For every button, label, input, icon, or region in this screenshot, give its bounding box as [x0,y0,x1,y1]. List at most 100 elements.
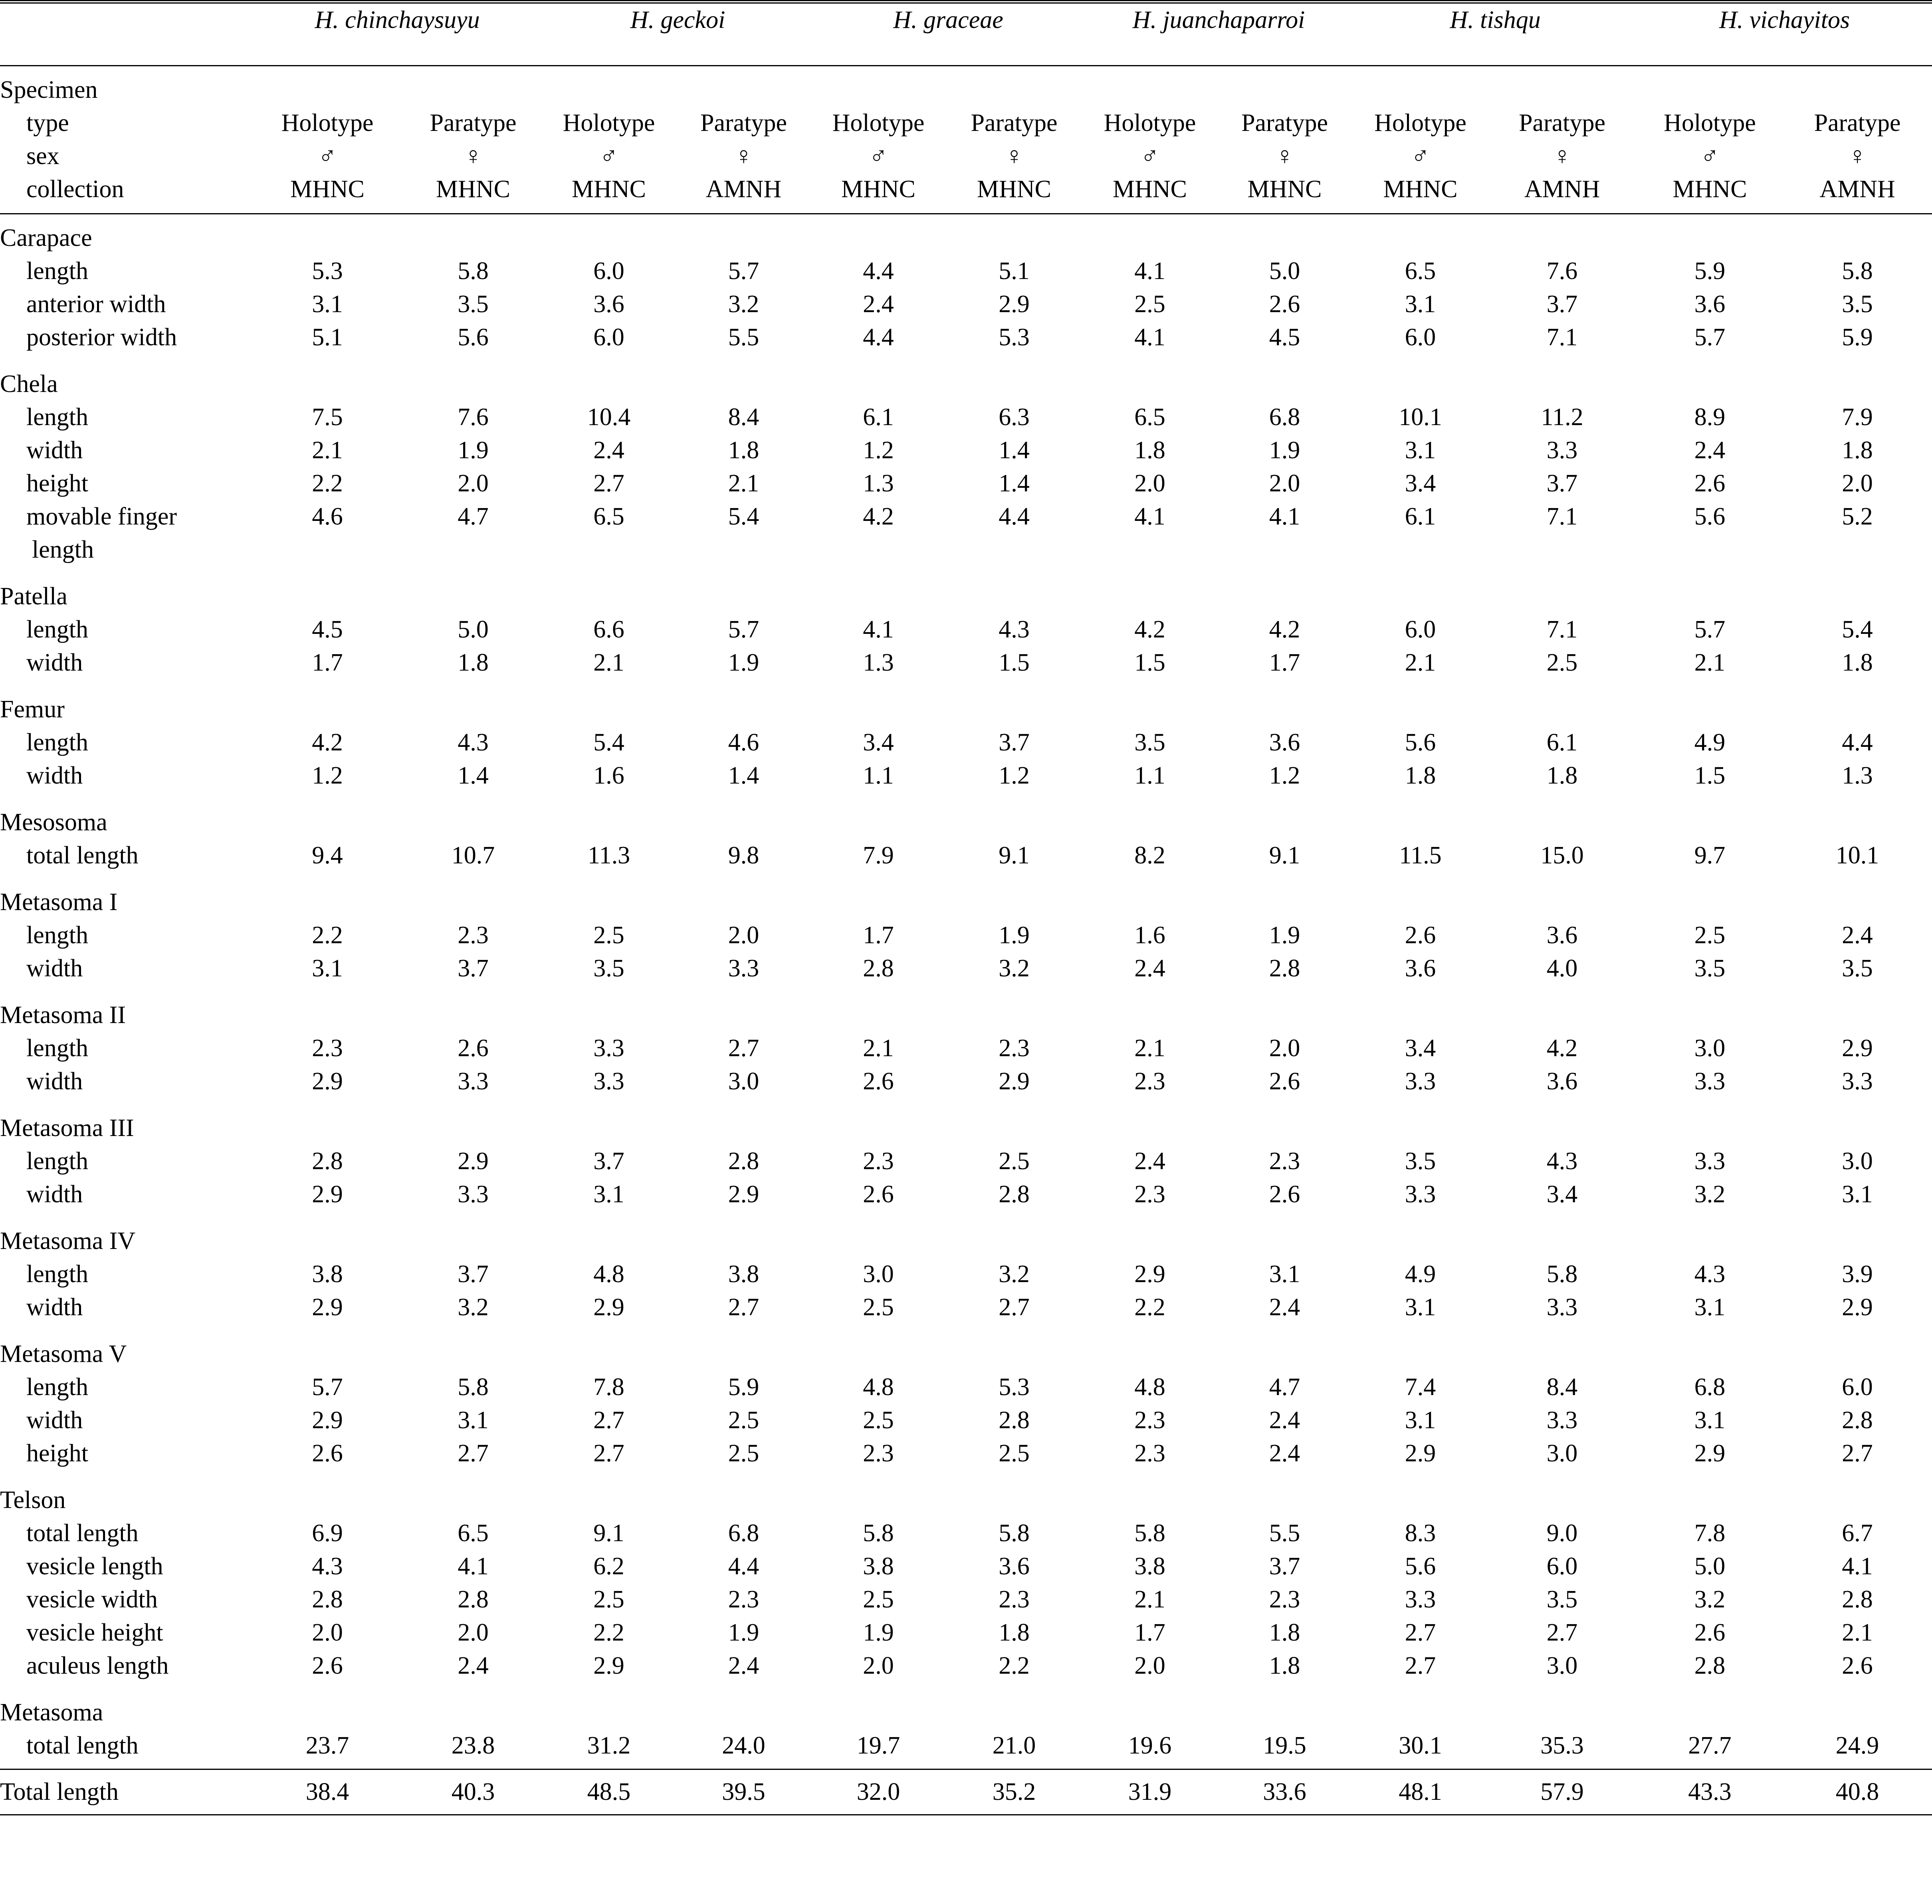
measurement-row: length 2.3 2.6 3.3 2.7 2.1 2.3 2.1 2.0 3.4 4.2 3.0 2… [0,1032,1932,1065]
value-cell: 6.0 [1546,1553,1578,1580]
row-label: width [0,646,252,679]
value-cell: 6.3 [999,404,1030,431]
value-cell: 4.6 [312,503,343,530]
value-cell: 2.1 [312,437,343,464]
measurement-row: vesicle height 2.0 2.0 2.2 1.9 1.9 1.8 1.7 1.8 2.… [0,1616,1932,1649]
value-cell: 2.8 [1694,1652,1726,1679]
value-cell: 2.9 [458,1148,489,1175]
specimen-sex-cell: ♀ [1275,143,1294,170]
value-cell: 5.8 [458,1374,489,1401]
value-cell: 3.2 [1694,1181,1726,1208]
value-cell: 1.9 [458,437,489,464]
value-cell: 2.9 [593,1652,624,1679]
row-label: vesicle length [0,1550,252,1583]
total-value-cell: 48.5 [543,1769,675,1815]
value-cell: 2.5 [1134,291,1165,318]
value-cell: 1.2 [312,762,343,789]
row-label-text: vesicle width [26,1586,158,1613]
group-heading: Telson [0,1486,66,1514]
specimen-collection-cell: AMNH [675,173,813,214]
value-cell: 2.6 [458,1035,489,1062]
value-cell: 3.2 [458,1294,489,1321]
value-cell: 2.1 [1134,1586,1165,1613]
value-cell: 2.7 [593,470,624,497]
row-label: length [0,1032,252,1065]
total-length-row: Total length 38.4 40.3 48.5 39.5 32.0 35.2 31.9… [0,1769,1932,1815]
value-cell: 3.6 [1269,729,1300,756]
measurements-table: H. chinchaysuyu H. geckoi H. graceae H. … [0,0,1932,1815]
group-heading: Chela [0,370,58,398]
row-label-text: width [26,649,83,676]
value-cell: 10.1 [1399,404,1442,431]
value-cell: 5.8 [458,257,489,285]
value-cell: 2.9 [999,1068,1030,1095]
value-cell: 2.6 [1842,1652,1873,1679]
value-cell: 1.9 [863,1619,894,1646]
spacer-cell [0,679,1932,686]
species-header: H. chinchaysuyu [252,0,543,66]
total-value-cell: 43.3 [1637,1769,1783,1815]
value-cell: 2.3 [1269,1586,1300,1613]
value-cell: 2.6 [312,1440,343,1467]
value-cell: 3.1 [1694,1407,1726,1434]
value-cell: 2.2 [593,1619,624,1646]
measurement-row: posterior width 5.1 5.6 6.0 5.5 4.4 5.3 4.1 4.5 6… [0,321,1932,354]
spacer-cell [0,872,1932,879]
value-cell: 3.1 [1405,291,1436,318]
row-label-text: length [26,1261,88,1288]
specimen-collection-cell: AMNH [1783,173,1932,214]
value-cell: 4.8 [593,1261,624,1288]
group-spacer [0,1324,1932,1330]
group-spacer [0,985,1932,992]
value-cell: 4.1 [1134,324,1165,351]
value-cell: 3.8 [728,1261,759,1288]
value-cell: 2.7 [1842,1440,1873,1467]
measurement-row: vesicle length 4.3 4.1 6.2 4.4 3.8 3.6 3.8 3.7 5.… [0,1550,1932,1583]
row-label-text-continued: length [32,536,94,563]
group-spacer [0,1098,1932,1104]
value-cell: 2.3 [863,1148,894,1175]
row-label: anterior width [0,288,252,321]
value-cell: 2.3 [1134,1440,1165,1467]
measurement-row: length 2.2 2.3 2.5 2.0 1.7 1.9 1.6 1.9 2.6 3.6 2.5 2… [0,919,1932,952]
value-cell: 2.3 [1269,1148,1300,1175]
value-cell: 2.4 [1134,955,1165,982]
value-cell: 3.1 [1269,1261,1300,1288]
value-cell: 3.8 [863,1553,894,1580]
value-cell: 4.1 [863,616,894,643]
value-cell: 5.6 [1694,503,1726,530]
value-cell: 2.9 [1842,1294,1873,1321]
value-cell: 2.5 [863,1407,894,1434]
value-cell: 3.0 [1546,1652,1578,1679]
value-cell: 7.1 [1546,503,1578,530]
row-label: length [0,1145,252,1178]
value-cell: 8.3 [1405,1520,1436,1547]
value-cell: 11.3 [587,842,630,869]
value-cell: 4.3 [999,616,1030,643]
value-cell: 4.1 [1134,503,1165,530]
value-cell: 5.0 [1694,1553,1726,1580]
group-heading: Metasoma III [0,1114,134,1142]
measurement-row: length 5.3 5.8 6.0 5.7 4.4 5.1 4.1 5.0 6.5 7.6 5.9 5… [0,255,1932,288]
measurement-row: width 1.2 1.4 1.6 1.4 1.1 1.2 1.1 1.2 1.8 1.8 1.5 1.… [0,759,1932,792]
group-row: Metasoma III [0,1104,1932,1145]
value-cell: 3.5 [1405,1148,1436,1175]
row-label: movable finger length [0,500,252,566]
value-cell: 6.0 [593,324,624,351]
value-cell: 2.7 [1405,1652,1436,1679]
value-cell: 3.3 [1405,1586,1436,1613]
value-cell: 9.1 [593,1520,624,1547]
value-cell: 5.3 [999,324,1030,351]
value-cell: 5.0 [458,616,489,643]
value-cell: 6.0 [593,257,624,285]
value-cell: 3.0 [1842,1148,1873,1175]
value-cell: 2.4 [728,1652,759,1679]
value-cell: 4.8 [1134,1374,1165,1401]
row-label: length [0,1258,252,1291]
value-cell: 2.4 [1842,922,1873,949]
group-heading: Metasoma V [0,1340,127,1368]
measurement-row: width 2.9 3.1 2.7 2.5 2.5 2.8 2.3 2.4 3.1 3.3 3.1 2.… [0,1404,1932,1437]
value-cell: 2.3 [863,1440,894,1467]
group-spacer [0,1762,1932,1769]
row-label: width [0,759,252,792]
